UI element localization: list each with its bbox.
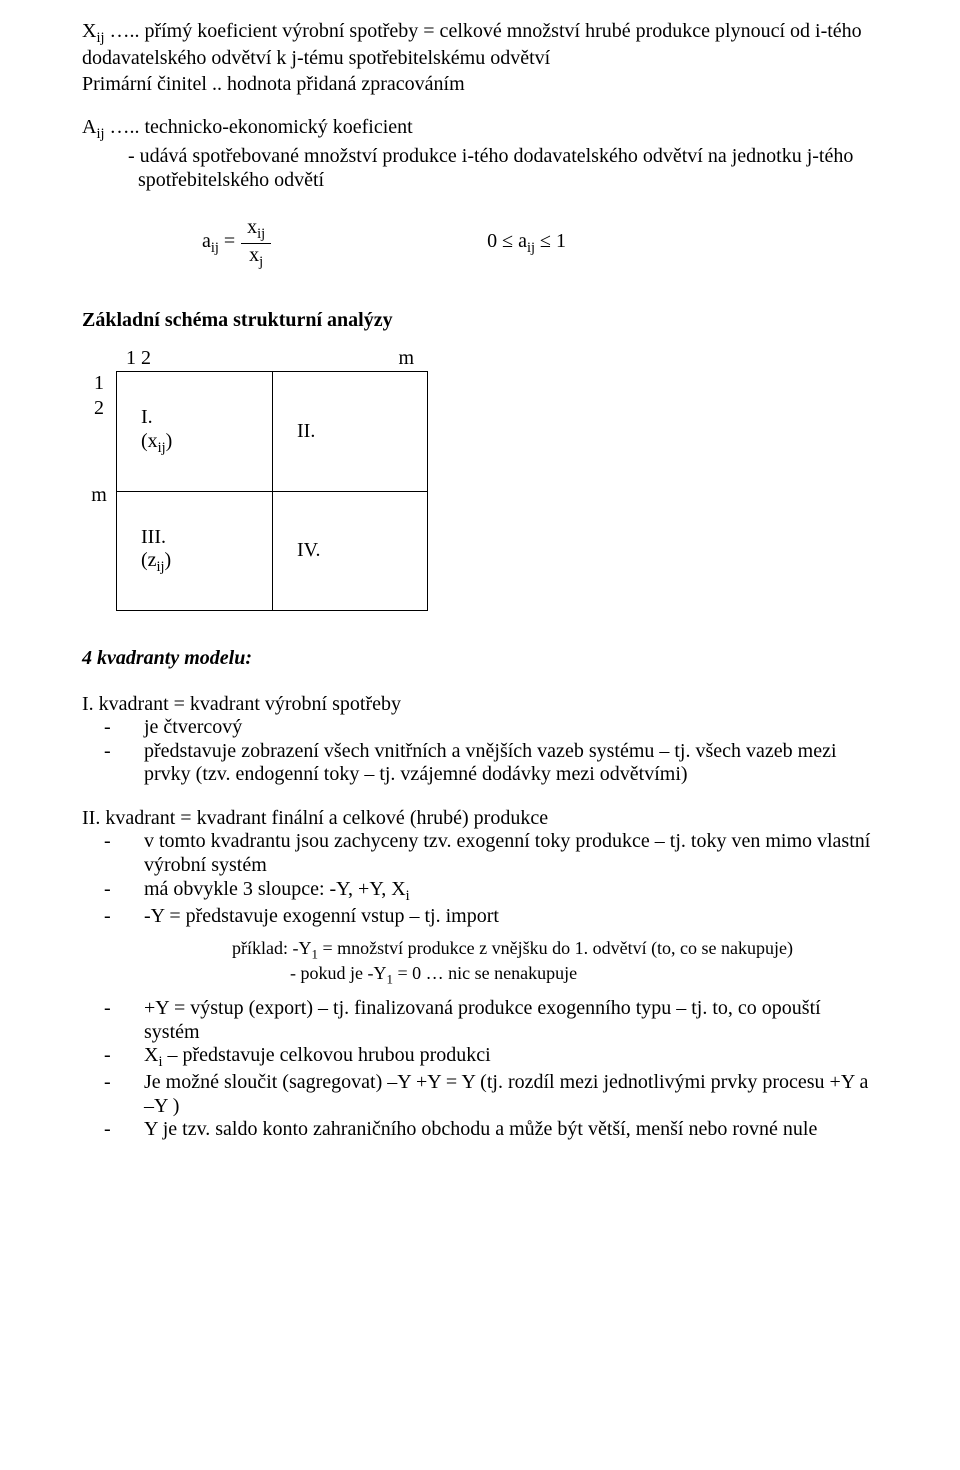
list-item: Y je tzv. saldo konto zahraničního obcho… <box>144 1118 878 1142</box>
formula-range: 0 ≤ aij ≤ 1 <box>487 230 566 257</box>
schema-q1: I. (xij) <box>116 371 272 491</box>
schema-q4-label: IV. <box>297 539 427 563</box>
schema-diagram: 12 1 2 m I. (xij) II. III. (zij) IV. m <box>82 347 878 611</box>
schema-q3-label: III. <box>141 526 272 550</box>
schema-q4: IV. <box>272 491 428 611</box>
formula-lhs: aij = <box>202 230 235 257</box>
schema-q3-sub: (zij) <box>141 549 272 576</box>
formula-num: xij <box>241 216 271 243</box>
quad2-list-b: +Y = výstup (export) – tj. finalizovaná … <box>82 997 878 1142</box>
schema-side-top: 12 <box>82 347 116 611</box>
def-aij-head: Aij ….. technicko-ekonomický koeficient <box>82 116 878 143</box>
def-aij-sub: - udává spotřebované množství produkce i… <box>82 145 878 192</box>
quad1-list: je čtvercový představuje zobrazení všech… <box>82 716 878 787</box>
list-item: Je možné sloučit (sagregovat) –Y +Y = Y … <box>144 1071 878 1118</box>
schema-side-m: m <box>82 491 116 499</box>
schema-q1-sub: (xij) <box>141 430 272 457</box>
list-item: má obvykle 3 sloupce: -Y, +Y, Xi <box>144 878 878 905</box>
def-primarni: Primární činitel .. hodnota přidaná zpra… <box>82 73 878 97</box>
quad2-list-a: v tomto kvadrantu jsou zachyceny tzv. ex… <box>82 830 878 928</box>
example-line2: - pokud je -Y1 = 0 … nic se nenakupuje <box>232 963 878 987</box>
schema-title: Základní schéma strukturní analýzy <box>82 309 878 333</box>
schema-q2: II. <box>272 371 428 491</box>
quad-title: 4 kvadranty modelu: <box>82 647 878 671</box>
formula-den: xj <box>243 244 269 271</box>
list-item: je čtvercový <box>144 716 878 740</box>
list-item: v tomto kvadrantu jsou zachyceny tzv. ex… <box>144 830 878 877</box>
formula-block: aij = xij xj 0 ≤ aij ≤ 1 <box>82 216 878 271</box>
schema-top-right: m <box>272 347 428 371</box>
list-item: -Y = představuje exogenní vstup – tj. im… <box>144 905 878 929</box>
schema-q1-label: I. <box>141 406 272 430</box>
schema-q2-label: II. <box>297 420 427 444</box>
example-line1: příklad: -Y1 = množství produkce z vnějš… <box>232 938 878 962</box>
list-item: +Y = výstup (export) – tj. finalizovaná … <box>144 997 878 1044</box>
formula-fraction: xij xj <box>241 216 271 271</box>
quad-h2: II. kvadrant = kvadrant finální a celkov… <box>82 807 878 831</box>
list-item: Xi – představuje celkovou hrubou produkc… <box>144 1044 878 1071</box>
quad-h1: I. kvadrant = kvadrant výrobní spotřeby <box>82 693 878 717</box>
list-item: představuje zobrazení všech vnitřních a … <box>144 740 878 787</box>
def-xij: Xij ….. přímý koeficient výrobní spotřeb… <box>82 20 878 71</box>
example-block: příklad: -Y1 = množství produkce z vnějš… <box>232 938 878 987</box>
schema-q3: III. (zij) <box>116 491 272 611</box>
schema-top-left: 1 2 <box>116 347 272 371</box>
